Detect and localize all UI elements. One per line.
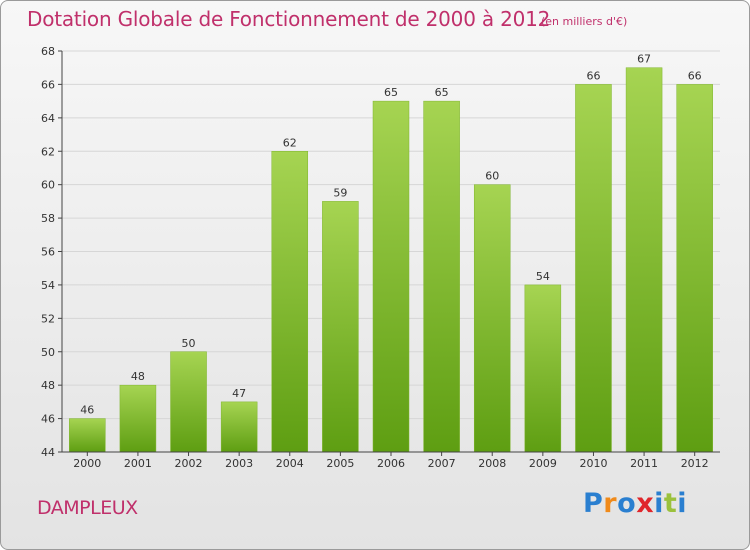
x-tick-label: 2001 — [124, 457, 152, 470]
bar-value-label: 48 — [131, 370, 145, 383]
bar — [625, 67, 663, 453]
logo-letter: P — [583, 488, 604, 519]
x-tick-label: 2012 — [681, 457, 709, 470]
y-tick-label: 44 — [41, 446, 55, 459]
bar-value-label: 47 — [232, 387, 246, 400]
bar — [473, 184, 511, 453]
bar-value-label: 46 — [80, 404, 94, 417]
bars — [69, 67, 713, 453]
x-tick-label: 2003 — [225, 457, 253, 470]
y-tick-label: 60 — [41, 179, 55, 192]
x-tick-label: 2000 — [73, 457, 101, 470]
x-tick-label: 2002 — [175, 457, 203, 470]
x-tick-label: 2005 — [326, 457, 354, 470]
labels: 44 46 48 50 52 54 56 58 60 62 64 66 68 46 2000 48 2001 50… — [41, 45, 709, 470]
bar — [575, 84, 612, 453]
bar — [676, 84, 713, 453]
bar — [524, 284, 562, 453]
bar — [69, 418, 106, 453]
y-tick-label: 54 — [41, 279, 55, 292]
bar — [170, 351, 207, 453]
bar-value-label: 54 — [536, 270, 550, 283]
chart-title: Dotation Globale de Fonctionnement de 20… — [27, 7, 551, 31]
y-tick-label: 62 — [41, 145, 55, 158]
y-tick-label: 66 — [41, 78, 55, 91]
bar — [271, 151, 309, 453]
y-tick-label: 56 — [41, 246, 55, 259]
chart-unit: (en milliers d'€) — [541, 15, 628, 28]
logo-letter: t — [663, 488, 678, 519]
bar — [322, 201, 359, 453]
logo-letter: i — [654, 488, 664, 519]
bar — [372, 100, 410, 453]
x-tick-label: 2010 — [579, 457, 607, 470]
x-tick-label: 2006 — [377, 457, 405, 470]
bar-value-label: 62 — [283, 136, 297, 149]
axes — [58, 50, 720, 456]
y-tick-label: 64 — [41, 112, 55, 125]
y-tick-label: 48 — [41, 379, 55, 392]
logo-letter: x — [636, 488, 655, 519]
logo-letter: o — [617, 488, 637, 519]
bar-value-label: 65 — [384, 86, 398, 99]
bar — [220, 401, 258, 453]
bar-value-label: 60 — [485, 170, 499, 183]
bar-value-label: 50 — [182, 337, 196, 350]
bar-value-label: 66 — [688, 69, 702, 82]
bar-value-label: 65 — [435, 86, 449, 99]
y-tick-label: 50 — [41, 346, 55, 359]
bar — [423, 100, 460, 453]
logo-letter: r — [603, 488, 618, 519]
x-tick-label: 2011 — [630, 457, 658, 470]
proxiti-logo[interactable]: Proxiti — [583, 488, 687, 519]
bar-value-label: 59 — [333, 186, 347, 199]
commune-name: DAMPLEUX — [37, 497, 138, 519]
x-tick-label: 2009 — [529, 457, 557, 470]
y-tick-label: 58 — [41, 212, 55, 225]
y-tick-label: 68 — [41, 45, 55, 58]
bar-value-label: 67 — [637, 53, 651, 66]
bar-value-label: 66 — [586, 69, 600, 82]
y-tick-label: 52 — [41, 312, 55, 325]
y-tick-label: 46 — [41, 413, 55, 426]
x-tick-label: 2008 — [478, 457, 506, 470]
x-tick-label: 2004 — [276, 457, 304, 470]
x-tick-label: 2007 — [428, 457, 456, 470]
logo-letter: i — [677, 488, 688, 519]
bar — [119, 384, 157, 453]
